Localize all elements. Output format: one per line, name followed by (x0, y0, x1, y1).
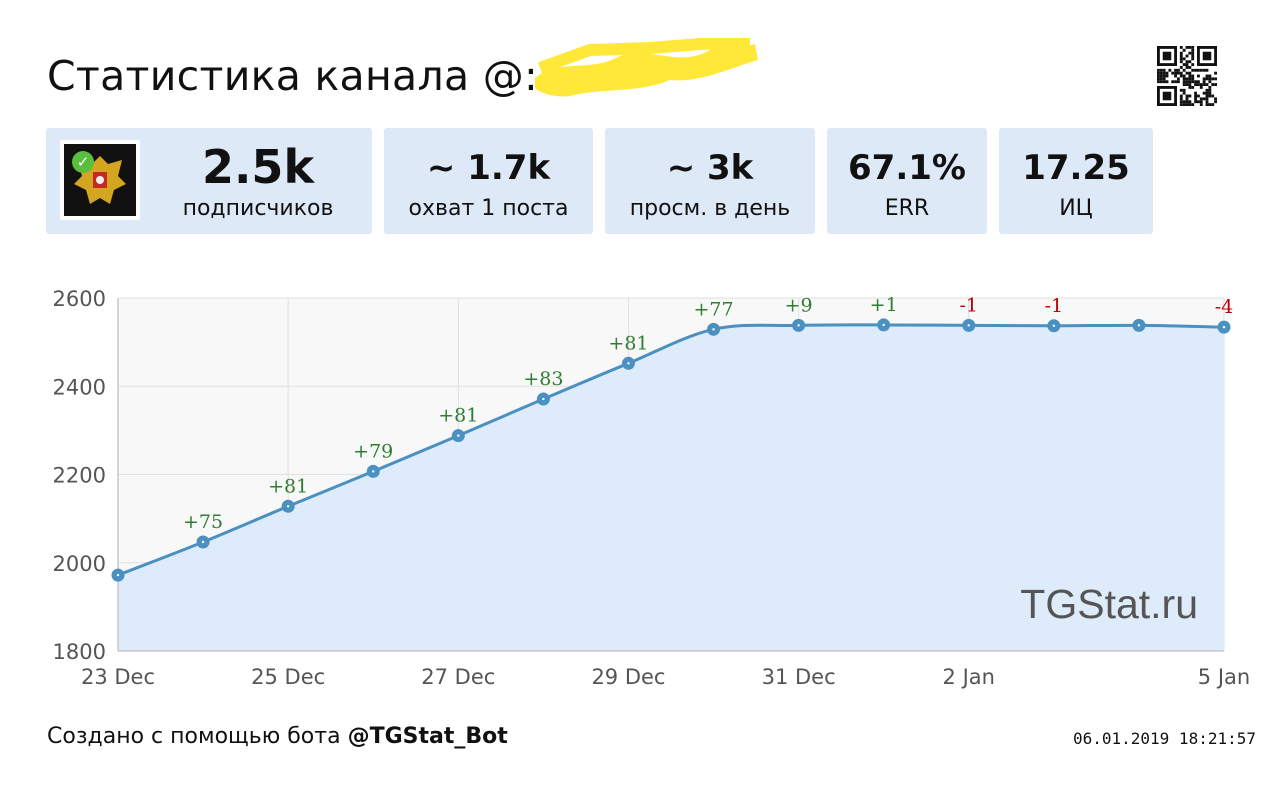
footer-credit: Создано с помощью бота @TGStat_Bot (47, 724, 508, 749)
channel-avatar: ✓ (60, 140, 140, 220)
data-point-center (1222, 325, 1226, 329)
data-label: -1 (1045, 295, 1064, 317)
bot-link[interactable]: @TGStat_Bot (347, 724, 508, 749)
data-label: +1 (870, 294, 898, 316)
data-point-center (1052, 324, 1056, 327)
data-label: +75 (183, 511, 223, 533)
x-tick-label: 27 Dec (421, 665, 495, 689)
x-tick-label: 25 Dec (251, 665, 325, 689)
subscribers-label: подписчиков (182, 196, 334, 221)
data-label: -1 (960, 294, 979, 316)
data-point-center (372, 470, 375, 473)
qr-code-icon (1157, 46, 1217, 106)
data-point-center (286, 505, 290, 508)
daily-views-label: просм. в день (629, 196, 791, 221)
reach-label: охват 1 поста (408, 196, 569, 221)
y-tick-label: 2400 (53, 375, 106, 399)
x-tick-label: 29 Dec (591, 665, 665, 689)
watermark: TGStat.ru (1020, 581, 1198, 627)
data-point-center (967, 324, 970, 327)
redaction-scribble (535, 38, 758, 97)
data-label: -4 (1215, 296, 1234, 318)
subscribers-chart: +75 +81 +79 +81 +83 +81 +77 +9 +1 -1 -1 -4 1800 2000 2… (53, 287, 1251, 689)
timestamp: 06.01.2019 18:21:57 (1072, 729, 1256, 748)
data-label: +81 (608, 332, 648, 354)
x-tick-label: 23 Dec (81, 665, 155, 689)
reach-card: ~ 1.7k охват 1 поста (384, 128, 593, 234)
reach-value: ~ 1.7k (426, 148, 551, 188)
area-fill (118, 324, 1224, 651)
daily-views-card: ~ 3k просм. в день (605, 128, 815, 234)
data-label: +9 (785, 294, 813, 316)
err-value: 67.1% (848, 148, 966, 188)
series-line (117, 323, 1225, 577)
data-label: +79 (353, 440, 393, 462)
err-label: ERR (884, 196, 930, 221)
data-point-center (542, 397, 545, 401)
y-tick-label: 1800 (53, 640, 106, 664)
data-label: +77 (693, 298, 733, 320)
data-point-center (627, 362, 630, 365)
data-point-center (116, 573, 120, 577)
data-point-center (201, 540, 205, 544)
page-title: Статистика канала @: (47, 52, 539, 100)
footer-text: Создано с помощью бота (47, 724, 348, 749)
subscribers-card: ✓ 2.5k подписчиков (46, 128, 372, 234)
data-point-center (797, 324, 800, 327)
x-tick-label: 2 Jan (943, 665, 995, 689)
data-label: +81 (268, 475, 308, 497)
y-tick-label: 2600 (53, 287, 106, 311)
data-label: +83 (523, 368, 563, 390)
x-tick-label: 31 Dec (762, 665, 836, 689)
verified-check-icon: ✓ (72, 151, 94, 173)
subscribers-value: 2.5k (201, 140, 315, 194)
y-tick-label: 2000 (53, 552, 106, 576)
data-point-center (457, 434, 460, 437)
data-label: +81 (438, 405, 478, 427)
citation-index-value: 17.25 (1022, 148, 1130, 188)
x-tick-label: 5 Jan (1198, 665, 1250, 689)
y-tick-label: 2200 (53, 464, 106, 488)
citation-index-card: 17.25 ИЦ (999, 128, 1153, 234)
data-point-center (882, 323, 885, 327)
data-point-center (1137, 324, 1141, 327)
err-card: 67.1% ERR (827, 128, 987, 234)
citation-index-label: ИЦ (1059, 196, 1093, 221)
daily-views-value: ~ 3k (666, 148, 754, 188)
data-point-center (712, 328, 715, 331)
